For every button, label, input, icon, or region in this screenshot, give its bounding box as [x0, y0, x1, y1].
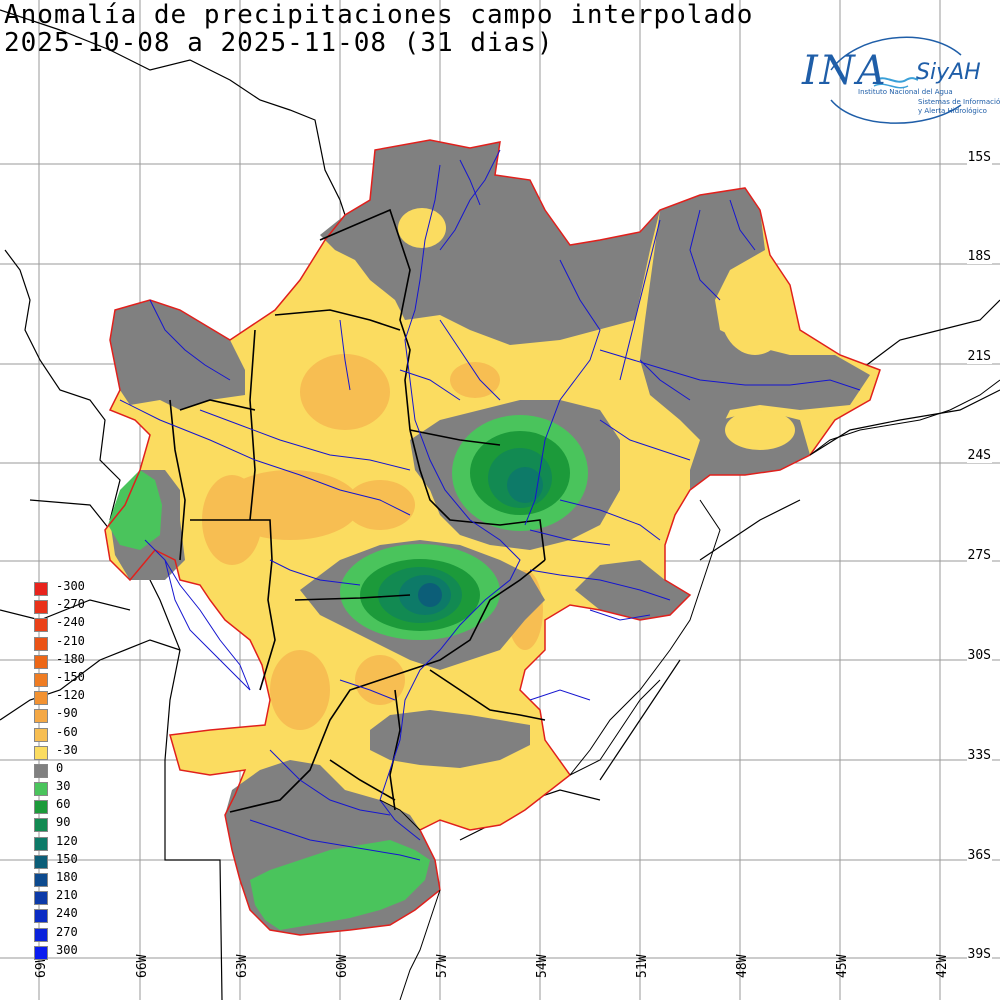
logo-swoosh-icon [830, 36, 962, 124]
legend-label: -60 [56, 724, 78, 739]
lon-label-63w: 63W [235, 954, 250, 978]
rivers [119, 149, 861, 861]
map-title: Anomalía de precipitaciones campo interp… [4, 0, 754, 30]
legend-swatch [34, 672, 48, 687]
lon-label-48w: 48W [735, 954, 750, 978]
legend-label: -210 [56, 633, 85, 648]
legend-swatch [34, 582, 48, 596]
lon-label-60w: 60W [335, 954, 350, 978]
lat-label-36s: 36S [966, 848, 992, 863]
logo-subtitle-3: y Alerta Hidrológico [918, 107, 987, 115]
legend-label: -90 [56, 706, 78, 721]
legend-swatch [34, 763, 48, 778]
lon-label-54w: 54W [535, 954, 550, 978]
legend-swatch [34, 909, 48, 924]
anomaly-field [105, 140, 880, 935]
legend-swatch [34, 654, 48, 669]
lon-label-51w: 51W [635, 954, 650, 978]
legend-label: 30 [56, 779, 71, 794]
legend-label: 300 [56, 942, 78, 957]
legend-label: -120 [56, 688, 85, 703]
legend-swatch [34, 800, 48, 815]
legend-swatch [34, 782, 48, 797]
legend-label: -300 [56, 579, 85, 593]
basin-outline [104, 139, 881, 936]
lat-label-33s: 33S [966, 748, 992, 763]
legend-label: -270 [56, 597, 85, 612]
lat-label-18s: 18S [966, 249, 992, 264]
lon-label-57w: 57W [435, 954, 450, 978]
legend-label: -240 [56, 615, 85, 630]
legend-swatch [34, 727, 48, 742]
legend-label: -30 [56, 742, 78, 757]
lat-label-39s: 39S [966, 947, 992, 962]
legend-swatch [34, 945, 48, 960]
lon-label-45w: 45W [835, 954, 850, 978]
lat-label-30s: 30S [966, 648, 992, 663]
lat-label-15s: 15S [966, 150, 992, 165]
logo-subtitle-1: Instituto Nacional del Agua [858, 88, 953, 96]
legend-label: 270 [56, 924, 78, 939]
legend-label: 240 [56, 906, 78, 921]
country-borders [169, 208, 546, 813]
country-borders-background [0, 9, 1000, 1000]
legend-swatch [34, 927, 48, 942]
legend-swatch [34, 873, 48, 887]
ina-siyah-logo: INA SiyAH Instituto Nacional del Agua Si… [796, 30, 1000, 130]
legend-swatch [34, 618, 48, 633]
legend-label: 150 [56, 851, 78, 866]
logo-brand: INA [802, 48, 888, 94]
lon-label-42w: 42W [935, 954, 950, 978]
legend-swatch [34, 891, 48, 906]
legend-swatch [34, 636, 48, 651]
logo-system: SiyAH [916, 60, 981, 85]
legend-label: 210 [56, 888, 78, 903]
legend-swatch [34, 709, 48, 724]
lat-label-21s: 21S [966, 349, 992, 364]
lon-label-66w: 66W [135, 954, 150, 978]
legend-label: 90 [56, 815, 71, 830]
legend-label: 120 [56, 833, 78, 848]
legend-label: 180 [56, 870, 78, 884]
legend-swatch [34, 600, 48, 615]
legend-swatch [34, 836, 48, 851]
legend-swatch [34, 818, 48, 833]
coastline [379, 379, 1000, 1000]
lat-label-24s: 24S [966, 448, 992, 463]
legend-label: 0 [56, 760, 64, 775]
legend-swatch [34, 745, 48, 760]
map-date-range: 2025-10-08 a 2025-11-08 (31 dias) [4, 28, 554, 58]
legend-swatch [34, 854, 48, 869]
legend-label: -180 [56, 651, 85, 666]
legend-label: -150 [56, 669, 85, 684]
legend-swatch [34, 691, 48, 706]
legend-label: 60 [56, 797, 71, 812]
lat-label-27s: 27S [966, 548, 992, 563]
logo-subtitle-2: Sistemas de Información [918, 98, 1000, 106]
